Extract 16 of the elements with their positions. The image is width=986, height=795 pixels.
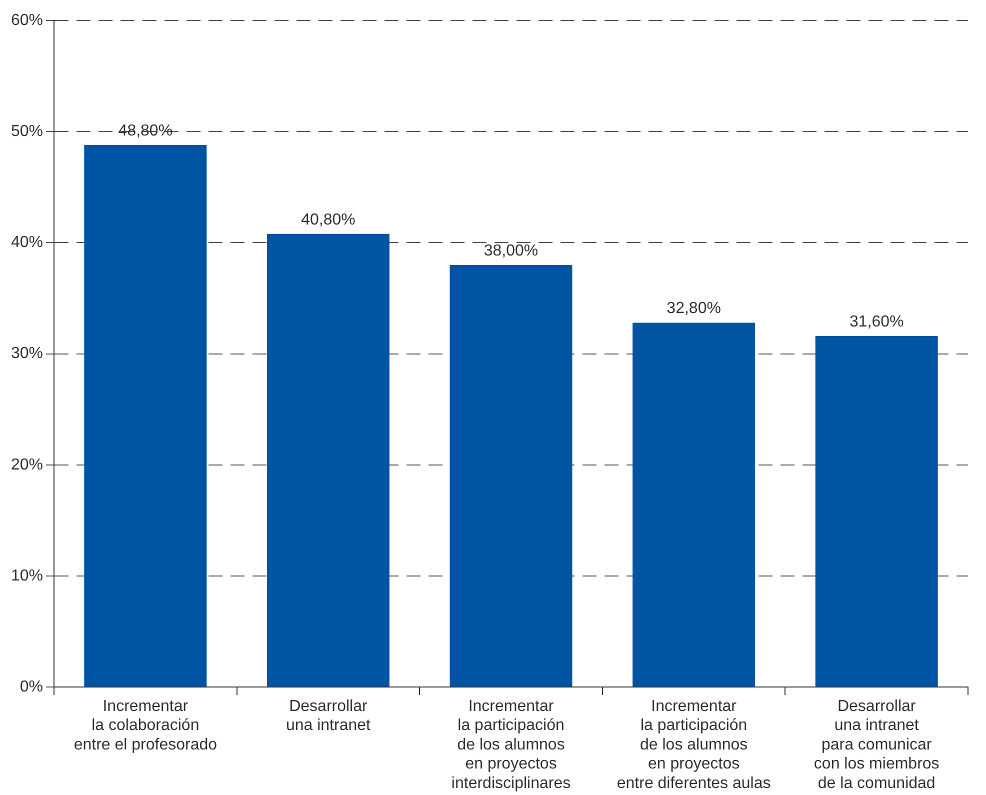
y-tick-label: 0% bbox=[20, 678, 44, 696]
x-tick-label: Incrementar la participación de los alumnos en proyectos entre diferentes aulas bbox=[616, 698, 771, 792]
y-tick-label: 30% bbox=[10, 345, 44, 362]
x-tick-label: Desarrollar una intranet para comunicar con los miembros de la comunidad bbox=[814, 698, 940, 792]
data-label: 32,80% bbox=[666, 300, 721, 318]
data-label: 31,60% bbox=[849, 313, 904, 330]
y-tick-label: 10% bbox=[10, 567, 44, 584]
x-tick-label: Incrementar la colaboración entre el profesorado bbox=[74, 698, 218, 754]
y-tick-label: 20% bbox=[10, 456, 44, 474]
x-tick-label: Desarrollar una intranet bbox=[286, 698, 372, 734]
y-tick-label: 60% bbox=[10, 12, 44, 30]
data-label: 38,00% bbox=[484, 242, 538, 260]
data-label: 40,80% bbox=[301, 211, 356, 228]
y-tick-label: 40% bbox=[10, 234, 44, 252]
y-tick-label: 50% bbox=[10, 123, 44, 140]
x-tick-label: Incrementar la participación de los alumnos en proyectos interdisciplinares bbox=[451, 698, 571, 792]
